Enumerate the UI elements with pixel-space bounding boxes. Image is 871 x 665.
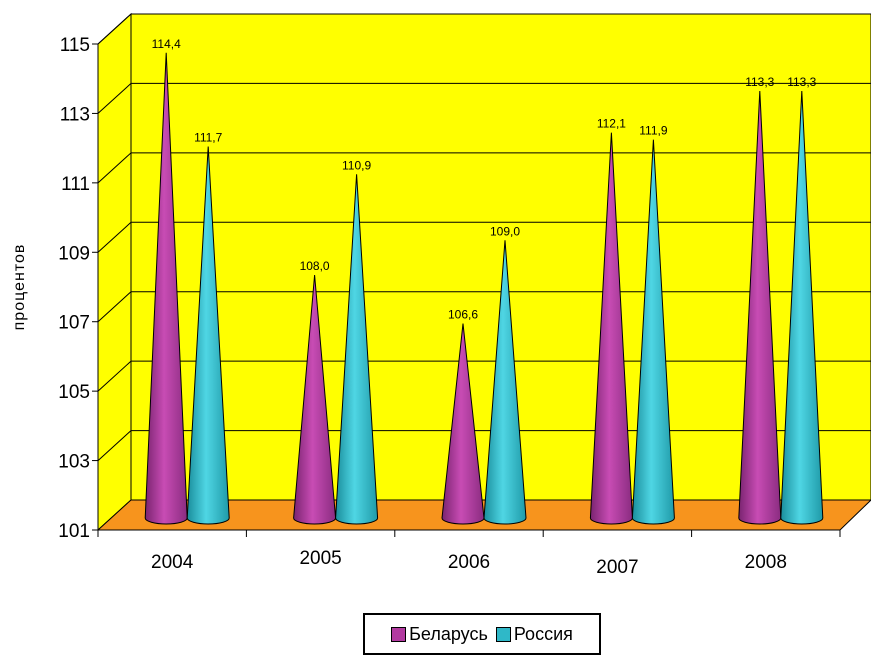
y-tick-label: 113: [60, 104, 90, 125]
cone-russia: [780, 90, 824, 525]
data-label: 108,0: [300, 259, 330, 273]
x-tick-label: 2006: [448, 552, 490, 573]
data-label: 106,6: [448, 308, 478, 322]
data-label: 114,4: [152, 37, 181, 51]
x-tick-label: 2007: [596, 557, 638, 578]
cone-russia: [335, 174, 379, 525]
y-tick-label: 105: [58, 382, 90, 403]
y-tick-label: 103: [58, 452, 90, 473]
data-label: 111,7: [194, 131, 223, 145]
cone-body: [780, 90, 824, 525]
x-tick-label: 2005: [299, 548, 341, 569]
y-tick-label: 109: [58, 243, 90, 264]
data-label: 111,9: [639, 124, 668, 138]
chart-text: 101 103 105 107 109 111 113 115 2004 2005 2006 2007…: [11, 35, 817, 578]
legend-label-russia: Россия: [513, 623, 573, 644]
gridline: [97, 82, 871, 114]
legend-item-russia: Россия: [495, 623, 573, 645]
y-tick-label: 115: [60, 35, 90, 56]
legend-swatch-russia: [495, 626, 511, 642]
data-label: 113,3: [745, 75, 774, 89]
y-tick-label: 111: [61, 174, 90, 195]
chart-marks: [144, 52, 824, 525]
cone-russia: [631, 139, 675, 525]
cone-russia: [186, 146, 230, 525]
y-tick-label: 107: [58, 313, 90, 334]
y-axis-title: процентов: [11, 244, 28, 331]
legend-label-belarus: Беларусь: [409, 623, 488, 644]
gridline: [97, 152, 871, 184]
data-label: 112,1: [597, 117, 626, 131]
gridline: [97, 221, 871, 253]
cone-body: [186, 146, 230, 525]
cone-russia: [483, 240, 527, 525]
data-label: 113,3: [787, 75, 816, 89]
cone-body: [335, 174, 379, 525]
cone-body: [483, 240, 527, 525]
legend-item-belarus: Беларусь: [391, 624, 488, 645]
gridline: [97, 291, 871, 323]
side-wall: [97, 12, 132, 532]
data-label: 110,9: [342, 158, 371, 172]
x-tick-label: 2004: [151, 552, 194, 573]
legend: Беларусь Россия: [363, 613, 601, 655]
gridline: [97, 13, 871, 45]
x-tick-label: 2008: [745, 552, 787, 573]
y-tick-label: 101: [58, 521, 90, 542]
legend-swatch-belarus: [391, 626, 407, 642]
cone-body: [631, 139, 675, 525]
data-label: 109,0: [490, 224, 520, 238]
